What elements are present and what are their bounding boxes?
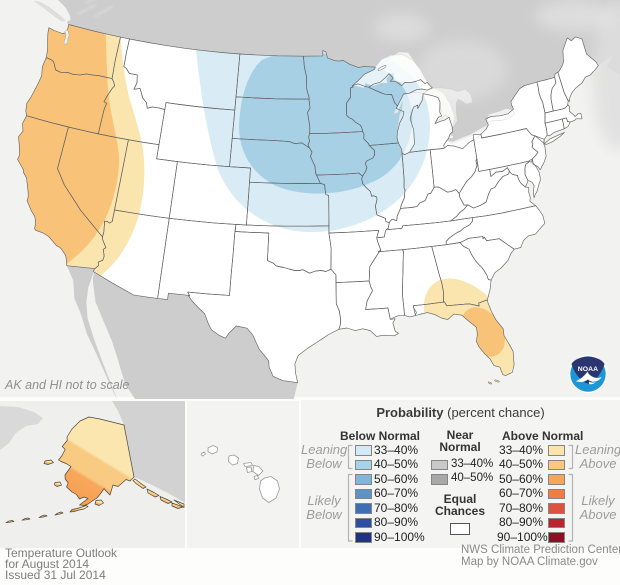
svg-text:NOAA: NOAA (578, 366, 598, 373)
